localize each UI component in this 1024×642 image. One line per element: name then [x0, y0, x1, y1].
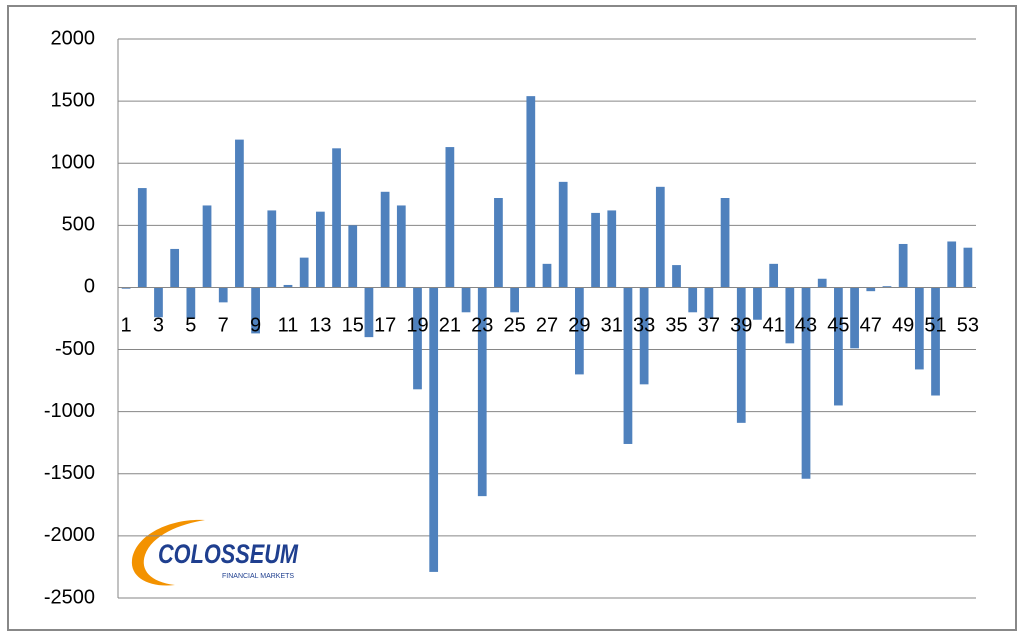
y-tick-label: -2500 [44, 586, 95, 608]
x-tick-label: 39 [730, 315, 752, 337]
bar [283, 284, 293, 288]
bar [704, 287, 714, 319]
bar [413, 287, 422, 390]
bar [720, 198, 730, 288]
bar [736, 287, 746, 423]
logo-name: COLOSSEUM [158, 539, 298, 569]
x-tick-label: 27 [536, 315, 558, 337]
bar [154, 287, 163, 318]
y-tick-label: 2000 [51, 27, 96, 49]
bar [882, 286, 892, 288]
y-tick-label: -2000 [44, 524, 95, 546]
bar [834, 287, 843, 406]
bar [170, 248, 180, 288]
bar [688, 287, 698, 313]
bar [348, 225, 358, 288]
bar [575, 287, 584, 375]
bar [655, 186, 665, 288]
x-tick-label: 3 [153, 315, 164, 337]
x-tick-label: 45 [827, 315, 849, 337]
bar [218, 287, 228, 303]
bar [494, 198, 503, 288]
x-tick-label: 23 [471, 315, 493, 337]
x-tick-label: 9 [250, 315, 261, 337]
bar [963, 247, 973, 288]
bar [769, 263, 779, 288]
bar [785, 287, 795, 344]
bar [186, 287, 196, 319]
y-tick-label: 500 [62, 214, 95, 236]
bar [121, 287, 131, 289]
x-tick-label: 51 [924, 315, 946, 337]
bar [461, 287, 471, 313]
y-tick-label: 1000 [51, 152, 96, 174]
bar [850, 287, 859, 349]
bar [396, 205, 406, 288]
x-tick-label: 15 [342, 315, 364, 337]
bar [947, 241, 957, 288]
x-tick-label: 43 [795, 315, 817, 337]
x-tick-label: 37 [698, 315, 720, 337]
x-tick-label: 47 [860, 315, 882, 337]
bar [817, 278, 827, 288]
bar [315, 211, 325, 288]
bar [607, 210, 617, 288]
x-tick-label: 13 [309, 315, 331, 337]
y-tick-label: -500 [55, 338, 95, 360]
logo-tagline: FINANCIAL MARKETS [222, 573, 294, 580]
y-tick-label: 0 [84, 276, 95, 298]
bar [251, 287, 260, 334]
bar [477, 287, 487, 497]
bar [753, 287, 762, 320]
x-tick-label: 53 [957, 315, 979, 337]
x-tick-label: 41 [763, 315, 785, 337]
bar [898, 243, 908, 288]
bar [364, 287, 374, 338]
bar [672, 265, 681, 288]
x-tick-label: 29 [568, 315, 590, 337]
bar [332, 148, 341, 288]
x-tick-label: 25 [503, 315, 525, 337]
x-tick-label: 21 [439, 315, 461, 337]
y-tick-label: -1500 [44, 462, 95, 484]
bar [429, 287, 439, 572]
bar [510, 287, 519, 313]
x-tick-label: 33 [633, 315, 655, 337]
bar [591, 212, 600, 288]
bar [445, 147, 455, 288]
y-tick-label: 1500 [51, 89, 96, 111]
x-tick-label: 5 [185, 315, 196, 337]
bar [931, 287, 940, 396]
bar [914, 287, 924, 370]
x-tick-label: 49 [892, 315, 914, 337]
bar [235, 139, 244, 288]
x-tick-label: 35 [665, 315, 687, 337]
x-tick-label: 17 [374, 315, 396, 337]
bar [558, 181, 568, 288]
x-tick-label: 19 [406, 315, 428, 337]
bar [299, 257, 309, 288]
bar [202, 205, 212, 288]
bar [639, 287, 649, 385]
bar [866, 287, 876, 292]
bar [267, 210, 277, 288]
x-tick-label: 11 [278, 315, 299, 337]
x-tick-label: 31 [601, 315, 623, 337]
bar [542, 263, 552, 288]
bar [801, 287, 811, 479]
bar [526, 96, 536, 288]
x-tick-label: 1 [121, 315, 132, 337]
x-tick-label: 7 [218, 315, 229, 337]
bar [380, 191, 390, 288]
bar [137, 188, 147, 288]
bar [623, 287, 633, 444]
y-tick-label: -1000 [44, 400, 95, 422]
